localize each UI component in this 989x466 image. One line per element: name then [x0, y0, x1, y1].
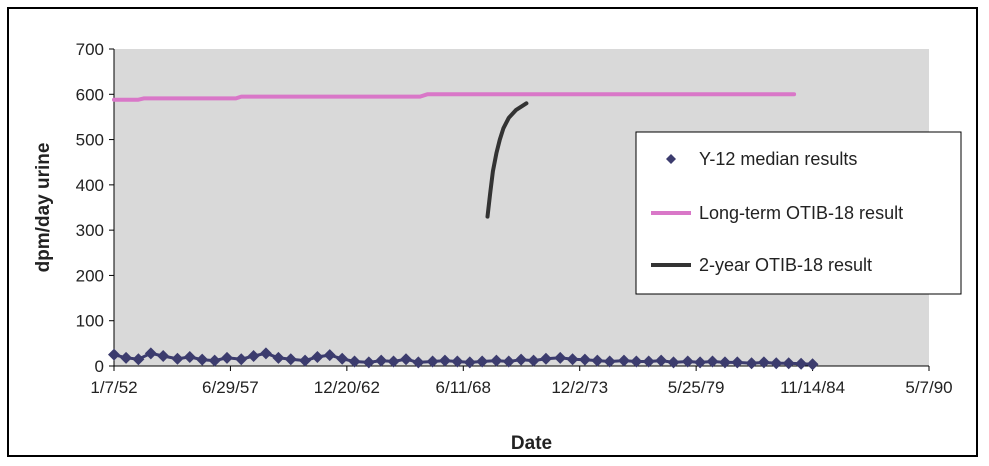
data-point — [476, 355, 489, 368]
data-point — [132, 353, 145, 366]
data-point — [299, 354, 312, 367]
data-point — [120, 351, 133, 364]
chart-svg: 0 100 200 300 400 500 600 700 1/7/52 6/29/57 12/20… — [33, 40, 962, 454]
data-point — [681, 355, 694, 368]
data-point — [259, 347, 272, 360]
data-point — [527, 354, 540, 367]
data-point — [438, 354, 451, 367]
data-point — [196, 353, 209, 366]
x-tick-label: 5/7/90 — [905, 378, 952, 397]
data-point — [706, 355, 719, 368]
data-point — [463, 356, 476, 369]
x-tick-label: 6/29/57 — [202, 378, 259, 397]
y-tick-label: 600 — [76, 85, 104, 104]
data-point — [718, 356, 731, 369]
data-point — [348, 355, 361, 368]
data-point — [323, 349, 336, 362]
data-point — [272, 351, 285, 364]
data-point — [247, 350, 260, 363]
data-point — [183, 350, 196, 363]
y-tick-label: 700 — [76, 40, 104, 59]
x-axis-title: Date — [511, 433, 552, 454]
data-point — [284, 353, 297, 366]
data-point — [387, 355, 400, 368]
data-point — [336, 352, 349, 365]
data-point — [144, 347, 157, 360]
data-point — [539, 352, 552, 365]
data-point — [806, 358, 819, 371]
series-line-2 — [485, 101, 529, 219]
data-point — [782, 357, 795, 370]
y-tick-label: 0 — [95, 357, 104, 376]
y-tick-label: 200 — [76, 266, 104, 285]
data-point — [515, 353, 528, 366]
y-tick-label: 500 — [76, 131, 104, 150]
data-point — [795, 357, 808, 370]
data-point — [694, 356, 707, 369]
y-tick-label: 300 — [76, 221, 104, 240]
data-point — [502, 355, 515, 368]
legend-label: Long-term OTIB-18 result — [699, 203, 903, 223]
data-point — [757, 356, 770, 369]
data-point — [630, 355, 643, 368]
data-point — [642, 355, 655, 368]
data-point — [108, 348, 120, 361]
chart-frame: 0 100 200 300 400 500 600 700 1/7/52 6/29/57 12/20… — [7, 7, 978, 457]
data-point — [745, 357, 758, 370]
data-point — [412, 356, 425, 369]
data-point — [731, 356, 744, 369]
series-line-1 — [112, 92, 797, 102]
data-point — [157, 350, 170, 363]
x-tick-label: 11/14/84 — [780, 378, 845, 397]
data-point — [770, 357, 783, 370]
data-point — [171, 352, 184, 365]
data-point — [220, 351, 233, 364]
data-point — [617, 354, 630, 367]
data-point — [655, 354, 668, 367]
legend-swatch — [666, 154, 676, 164]
data-point — [235, 353, 248, 366]
y-axis-title: dpm/day urine — [33, 143, 54, 273]
x-tick-label: 6/11/68 — [436, 378, 491, 397]
x-tick-label: 5/25/79 — [668, 378, 725, 397]
x-tick-label: 12/2/73 — [551, 378, 608, 397]
data-point — [591, 354, 604, 367]
legend: Y-12 median results Long-term OTIB-18 res… — [635, 131, 962, 295]
data-point — [451, 355, 464, 368]
data-point — [490, 354, 503, 367]
legend-label: Y-12 median results — [699, 149, 857, 169]
data-point — [603, 355, 616, 368]
data-point — [578, 353, 591, 366]
legend-label: 2-year OTIB-18 result — [699, 255, 872, 275]
data-point — [667, 356, 680, 369]
y-tick-label: 400 — [76, 176, 104, 195]
x-tick-label: 12/20/62 — [314, 378, 380, 397]
y-tick-label: 100 — [76, 312, 104, 331]
data-point — [375, 354, 388, 367]
data-point — [554, 351, 567, 364]
data-point — [400, 353, 413, 366]
data-point — [566, 353, 579, 366]
data-point — [311, 350, 324, 363]
data-point — [426, 355, 439, 368]
x-tick-label: 1/7/52 — [90, 378, 137, 397]
data-point — [362, 356, 375, 369]
data-point — [208, 354, 221, 367]
